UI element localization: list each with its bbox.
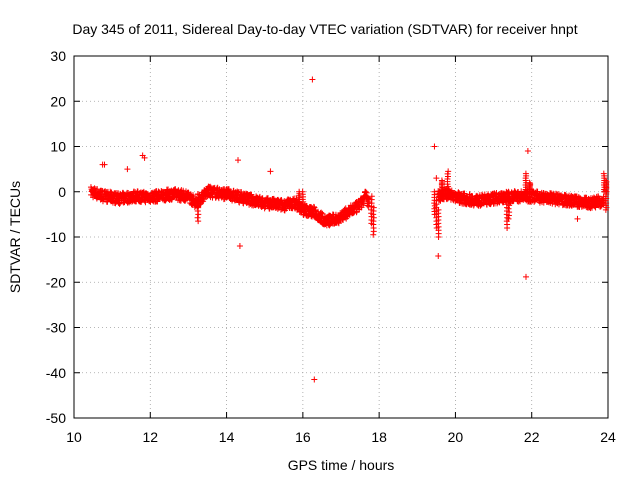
data-point-spike bbox=[602, 206, 609, 213]
y-tick-label: -20 bbox=[46, 274, 66, 290]
data-point bbox=[154, 198, 161, 205]
data-point-spike bbox=[444, 170, 451, 177]
data-point-spike bbox=[370, 231, 377, 238]
data-point-spike bbox=[526, 179, 533, 186]
data-point-spike bbox=[299, 206, 306, 213]
data-point bbox=[540, 199, 547, 206]
x-tick-label: 22 bbox=[524, 429, 540, 445]
data-point-outlier bbox=[236, 243, 243, 250]
y-tick-label: -50 bbox=[46, 410, 66, 426]
data-point-spike bbox=[602, 177, 609, 184]
data-point-spike bbox=[300, 198, 307, 205]
x-tick-label: 18 bbox=[371, 429, 387, 445]
data-point-outlier bbox=[433, 175, 440, 182]
x-tick-label: 10 bbox=[66, 429, 82, 445]
y-tick-label: 20 bbox=[50, 93, 66, 109]
x-tick-label: 14 bbox=[219, 429, 235, 445]
chart-title: Day 345 of 2011, Sidereal Day-to-day VTE… bbox=[72, 21, 577, 37]
data-point bbox=[461, 190, 468, 197]
data-point-spike bbox=[445, 183, 452, 190]
data-point-spike bbox=[300, 209, 307, 216]
data-point-spike bbox=[296, 204, 303, 211]
data-point-outlier bbox=[101, 161, 108, 168]
y-tick-labels: -50 -40 -30 -20 -10 0 10 20 30 bbox=[46, 48, 66, 426]
data-point-spike bbox=[194, 214, 201, 221]
y-tick-label: -10 bbox=[46, 229, 66, 245]
data-point bbox=[213, 185, 220, 192]
data-point-outlier bbox=[311, 376, 318, 383]
data-point-spike bbox=[370, 211, 377, 218]
data-point-spike bbox=[600, 170, 607, 177]
x-tick-labels: 10 12 14 16 18 20 22 24 bbox=[66, 429, 616, 445]
x-tick-label: 20 bbox=[448, 429, 464, 445]
x-axis-label: GPS time / hours bbox=[288, 457, 395, 473]
data-point-spike bbox=[505, 215, 512, 222]
y-tick-label: -40 bbox=[46, 365, 66, 381]
data-point bbox=[311, 204, 318, 211]
data-point-outlier bbox=[435, 253, 442, 260]
data-point-outlier bbox=[267, 168, 274, 175]
data-point-spike bbox=[437, 197, 444, 204]
data-point-spike bbox=[527, 180, 534, 187]
data-point-spike bbox=[435, 234, 442, 240]
data-points bbox=[87, 76, 610, 383]
data-point-spike bbox=[445, 168, 452, 175]
data-point-outlier bbox=[522, 273, 529, 280]
data-point-spike bbox=[444, 176, 451, 183]
y-tick-label: 10 bbox=[50, 139, 66, 155]
data-point-outlier bbox=[235, 157, 242, 164]
data-point-spike bbox=[504, 224, 511, 231]
data-point bbox=[335, 220, 342, 227]
data-point-spike bbox=[506, 202, 513, 209]
data-point-outlier bbox=[574, 215, 581, 222]
data-point-spike bbox=[195, 211, 202, 218]
x-tick-label: 24 bbox=[600, 429, 616, 445]
data-point-outlier bbox=[431, 143, 438, 150]
data-point-outlier bbox=[124, 166, 131, 173]
data-point-spike bbox=[194, 207, 201, 214]
data-point-outlier bbox=[141, 154, 148, 161]
grid-lines bbox=[74, 56, 608, 418]
data-point-spike bbox=[603, 178, 610, 185]
x-tick-label: 16 bbox=[295, 429, 311, 445]
data-point bbox=[116, 200, 123, 207]
data-point-outlier bbox=[309, 76, 316, 83]
y-tick-label: 30 bbox=[50, 48, 66, 64]
data-point-spike bbox=[177, 197, 184, 204]
data-point-spike bbox=[195, 218, 202, 225]
data-point-outlier bbox=[524, 148, 531, 155]
data-point bbox=[94, 186, 101, 193]
data-point-spike bbox=[438, 177, 445, 184]
data-point bbox=[91, 185, 98, 192]
x-tick-label: 12 bbox=[142, 429, 158, 445]
y-tick-label: -30 bbox=[46, 320, 66, 336]
data-point-spike bbox=[522, 170, 529, 177]
y-tick-label: 0 bbox=[58, 184, 66, 200]
y-axis-label: SDTVAR / TECUs bbox=[7, 181, 23, 293]
data-point-spike bbox=[505, 205, 512, 212]
